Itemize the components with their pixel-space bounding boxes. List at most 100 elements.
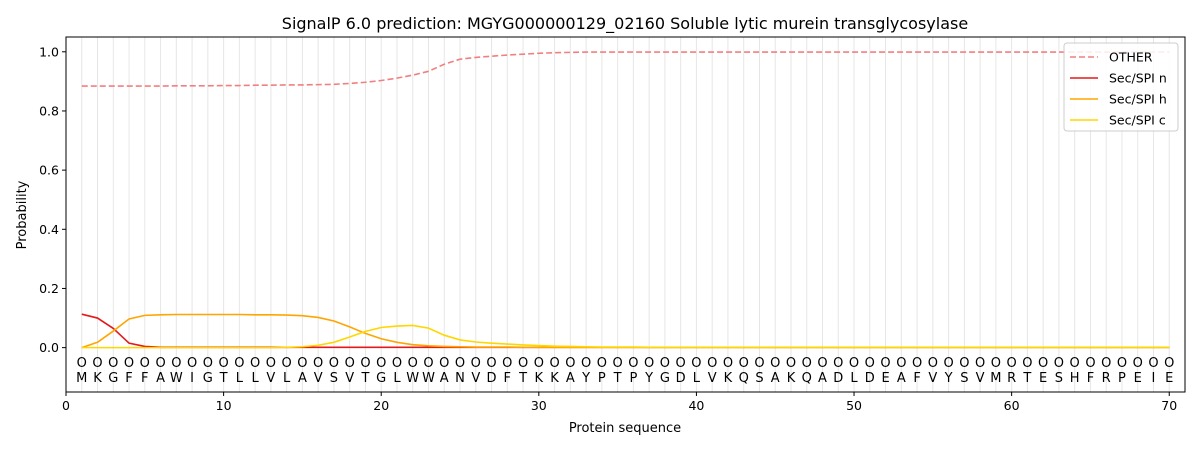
residue-marker: O (171, 356, 181, 371)
residue-marker: O (770, 356, 780, 371)
x-tick-label: 30 (531, 398, 547, 413)
residue-marker: O (739, 356, 749, 371)
residue-label: P (1118, 371, 1126, 386)
residue-marker: O (928, 356, 938, 371)
residue-label: A (566, 371, 575, 386)
residue-marker: O (1085, 356, 1095, 371)
residue-label: L (393, 371, 401, 386)
sequence-residues: OMOKOGOFOFOAOWOIOGOTOLOLOVOLOAOVOSOVOTOG… (76, 356, 1174, 386)
residue-label: V (976, 371, 985, 386)
residue-label: W (422, 371, 435, 386)
residue-label: T (613, 371, 622, 386)
y-tick-label: 0.8 (39, 103, 59, 118)
legend-label: Sec/SPI c (1109, 113, 1166, 128)
residue-marker: O (313, 356, 323, 371)
residue-marker: O (975, 356, 985, 371)
residue-label: H (1070, 371, 1080, 386)
y-axis-ticks: 0.0 0.2 0.4 0.6 0.8 1.0 (39, 44, 66, 355)
x-tick-label: 40 (688, 398, 704, 413)
residue-label: E (1165, 371, 1173, 386)
residue-marker: O (1101, 356, 1111, 371)
y-tick-label: 0.2 (39, 281, 59, 296)
series-line-sec-spi-n (81, 313, 1170, 349)
residue-label: V (345, 371, 354, 386)
residue-marker: O (912, 356, 922, 371)
y-tick-label: 0.6 (39, 163, 59, 178)
x-tick-label: 60 (1004, 398, 1020, 413)
residue-marker: O (187, 356, 197, 371)
y-axis-label: Probability (15, 180, 30, 249)
residue-label: Y (944, 371, 953, 386)
residue-marker: O (1007, 356, 1017, 371)
residue-marker: O (376, 356, 386, 371)
residue-marker: O (1117, 356, 1127, 371)
x-tick-label: 0 (62, 398, 70, 413)
residue-label: L (850, 371, 858, 386)
x-axis-ticks: 0 10 20 30 40 50 60 70 (62, 392, 1177, 413)
residue-label: M (76, 371, 87, 386)
x-tick-label: 10 (216, 398, 232, 413)
residue-label: L (236, 371, 244, 386)
residue-label: W (170, 371, 183, 386)
residue-marker: O (266, 356, 276, 371)
residue-label: D (487, 371, 497, 386)
residue-marker: O (707, 356, 717, 371)
y-tick-label: 1.0 (39, 44, 59, 59)
residue-label: L (252, 371, 260, 386)
residue-marker: O (597, 356, 607, 371)
x-tick-label: 50 (846, 398, 862, 413)
residue-marker: O (833, 356, 843, 371)
residue-marker: O (439, 356, 449, 371)
residue-label: G (376, 371, 386, 386)
residue-label: A (298, 371, 307, 386)
residue-marker: O (549, 356, 559, 371)
residue-marker: O (124, 356, 134, 371)
residue-label: M (990, 371, 1001, 386)
residue-label: V (928, 371, 937, 386)
residue-marker: O (423, 356, 433, 371)
legend: OTHER Sec/SPI n Sec/SPI h Sec/SPI c (1063, 42, 1179, 132)
residue-label: V (708, 371, 717, 386)
y-tick-label: 0.0 (39, 340, 59, 355)
residue-marker: O (92, 356, 102, 371)
residue-marker: O (250, 356, 260, 371)
residue-marker: O (613, 356, 623, 371)
residue-marker: O (723, 356, 733, 371)
residue-marker: O (628, 356, 638, 371)
residue-marker: O (849, 356, 859, 371)
residue-marker: O (140, 356, 150, 371)
residue-label: F (141, 371, 148, 386)
x-axis-label: Protein sequence (569, 421, 681, 436)
residue-marker: O (408, 356, 418, 371)
residue-marker: O (991, 356, 1001, 371)
residue-label: T (360, 371, 369, 386)
series-lines (81, 51, 1170, 349)
residue-marker: O (943, 356, 953, 371)
residue-marker: O (502, 356, 512, 371)
residue-marker: O (581, 356, 591, 371)
x-tick-label: 20 (373, 398, 389, 413)
residue-marker: O (691, 356, 701, 371)
residue-marker: O (329, 356, 339, 371)
residue-label: V (314, 371, 323, 386)
residue-label: S (1055, 371, 1063, 386)
residue-marker: O (155, 356, 165, 371)
residue-label: T (1022, 371, 1031, 386)
residue-label: K (93, 371, 102, 386)
residue-label: K (535, 371, 544, 386)
residue-label: D (833, 371, 843, 386)
residue-marker: O (896, 356, 906, 371)
residue-marker: O (360, 356, 370, 371)
residue-label: P (629, 371, 637, 386)
residue-label: F (125, 371, 132, 386)
series-line-sec-spi-c (81, 324, 1170, 349)
residue-marker: O (345, 356, 355, 371)
residue-label: Y (644, 371, 653, 386)
residue-marker: O (802, 356, 812, 371)
residue-label: A (818, 371, 827, 386)
residue-label: N (455, 371, 465, 386)
residue-label: T (518, 371, 527, 386)
residue-label: L (693, 371, 701, 386)
legend-label: OTHER (1109, 50, 1153, 65)
